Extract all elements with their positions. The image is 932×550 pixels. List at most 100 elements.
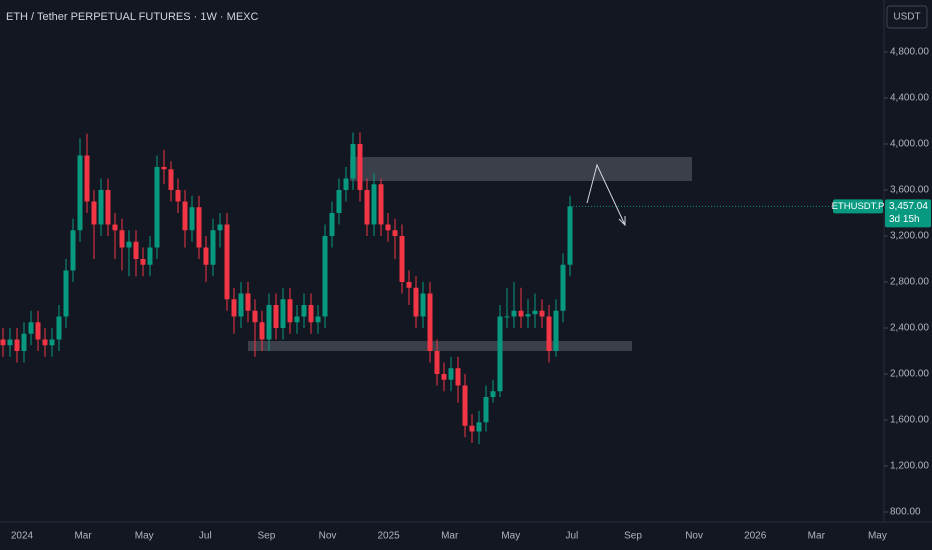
candle-body (504, 316, 510, 318)
candle-body (413, 287, 419, 317)
y-tick-label: 1,200.00 (890, 461, 929, 472)
candle-body (112, 224, 118, 231)
currency-label: USDT (893, 12, 920, 23)
candle-body (161, 166, 167, 170)
candle-body (560, 264, 566, 311)
x-tick-label: Mar (441, 531, 459, 542)
y-tick-label: 4,400.00 (890, 93, 929, 104)
x-tick-label: Nov (319, 531, 337, 542)
candle-body (35, 322, 41, 340)
resistance-zone (350, 157, 692, 181)
x-tick-label: Jul (199, 531, 212, 542)
candle-body (336, 189, 342, 213)
candle-body (259, 322, 265, 340)
price-tag (885, 199, 931, 228)
candle-body (427, 293, 433, 351)
candle-body (56, 316, 62, 340)
candle-body (49, 339, 55, 346)
x-tick-label: May (868, 531, 887, 542)
candle-body (63, 270, 69, 317)
countdown-label: 3d 15h (889, 214, 920, 225)
candle-body (378, 184, 384, 225)
candles (0, 132, 573, 445)
candle-body (553, 310, 559, 351)
candle-body (217, 224, 223, 231)
candle-body (462, 385, 468, 426)
y-tick-label: 4,000.00 (890, 139, 929, 150)
arrow-head (618, 216, 626, 227)
candle-body (238, 293, 244, 317)
candle-body (119, 230, 125, 248)
y-tick-label: 2,000.00 (890, 369, 929, 380)
candle-body (364, 189, 370, 225)
candle-body (301, 304, 307, 317)
candle-body (343, 178, 349, 190)
candle-body (133, 241, 139, 259)
x-tick-label: 2025 (377, 531, 400, 542)
candle-body (322, 235, 328, 317)
candle-body (273, 304, 279, 328)
candle-body (406, 281, 412, 288)
candle-body (98, 189, 104, 225)
candle-body (175, 189, 181, 202)
candle-body (287, 299, 293, 323)
candle-body (539, 310, 545, 317)
candle-body (567, 206, 573, 265)
candle-body (140, 258, 146, 265)
candle-body (546, 316, 552, 351)
candle-body (399, 235, 405, 282)
candle-body (245, 293, 251, 311)
candle-body (532, 310, 538, 315)
y-tick-label: 2,400.00 (890, 323, 929, 334)
x-tick-label: Mar (74, 531, 92, 542)
candle-body (21, 333, 27, 351)
candle-body (147, 247, 153, 265)
candle-body (182, 201, 188, 231)
projection-arrow (586, 163, 626, 226)
candle-body (0, 339, 6, 346)
candle-body (455, 368, 461, 386)
candle-body (350, 143, 356, 179)
candle-body (483, 396, 489, 423)
currency-box[interactable] (886, 5, 928, 29)
y-tick-label: 3,600.00 (890, 185, 929, 196)
candle-body (357, 143, 363, 190)
y-tick-label: 1,600.00 (890, 415, 929, 426)
candle-body (497, 316, 503, 392)
candle-body (448, 368, 454, 380)
x-tick-label: Nov (685, 531, 703, 542)
candle-body (168, 169, 174, 190)
x-tick-label: Sep (624, 531, 642, 542)
x-tick-label: May (501, 531, 520, 542)
candle-body (266, 304, 272, 340)
x-tick-label: 2026 (744, 531, 767, 542)
candle-body (294, 316, 300, 323)
candle-body (392, 230, 398, 236)
candle-body (329, 212, 335, 236)
candle-body (308, 304, 314, 323)
candle-body (231, 299, 237, 317)
candle-body (42, 339, 48, 346)
candle-body (7, 339, 13, 346)
candle-body (77, 155, 83, 231)
x-tick-label: Sep (258, 531, 276, 542)
y-tick-label: 4,800.00 (890, 47, 929, 58)
y-tick-label: 3,200.00 (890, 231, 929, 242)
candle-body (84, 155, 90, 202)
candle-body (476, 422, 482, 432)
candle-body (371, 184, 377, 225)
x-tick-label: 2024 (11, 531, 34, 542)
x-tick-label: Jul (566, 531, 579, 542)
y-tick-label: 800.00 (890, 507, 921, 518)
candle-body (518, 310, 524, 317)
x-tick-label: May (135, 531, 154, 542)
candle-body (525, 314, 531, 317)
candle-body (28, 322, 34, 334)
candle-body (14, 339, 20, 351)
candle-body (420, 293, 426, 317)
price-label: 3,457.04 (889, 201, 928, 212)
candle-body (441, 373, 447, 380)
support-zone (248, 341, 632, 351)
